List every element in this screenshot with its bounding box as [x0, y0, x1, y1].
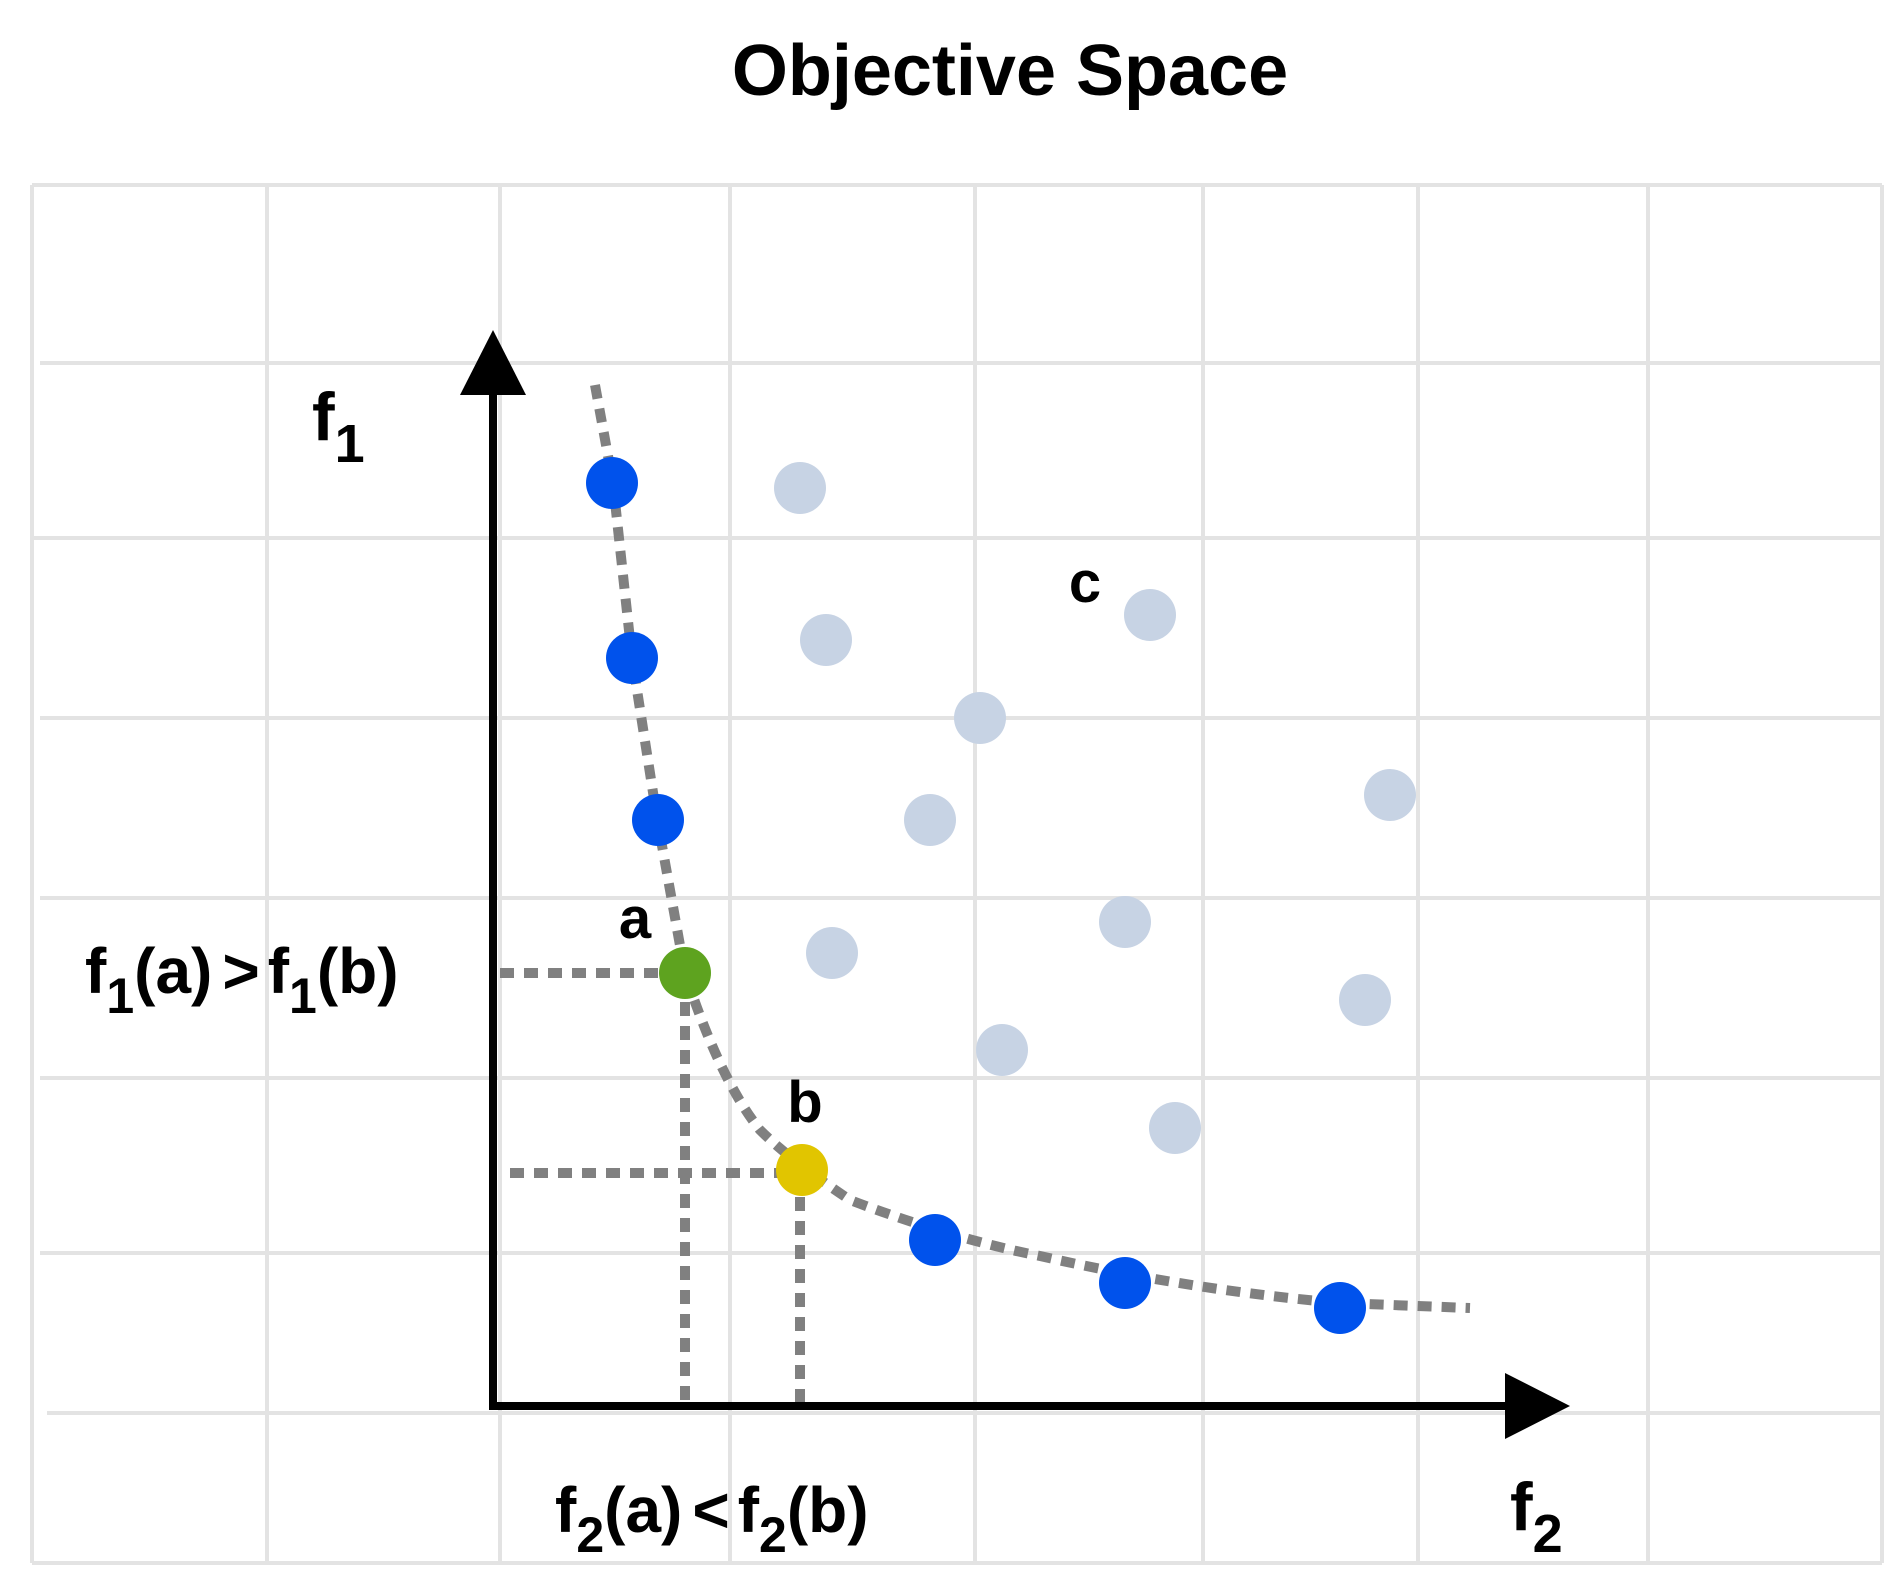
dominated-points [774, 462, 1416, 1154]
pareto-point [606, 632, 658, 684]
dominated-point [1149, 1102, 1201, 1154]
guide-lines [500, 968, 805, 1408]
point-b-label: b [787, 1070, 822, 1135]
vertical-axis-label: f1 [312, 379, 365, 474]
vertical-axis-arrow [460, 330, 526, 395]
dominated-point [774, 462, 826, 514]
f1-relation-label: f1(a) > f1(b) [85, 935, 399, 1024]
dominated-point [1099, 896, 1151, 948]
background-grid [30, 183, 1884, 1565]
axes [460, 330, 1570, 1439]
dominated-point [954, 692, 1006, 744]
pareto-point [1099, 1257, 1151, 1309]
horizontal-axis-label: f2 [1510, 1469, 1563, 1564]
diagram-title: Objective Space [732, 31, 1288, 111]
dominated-point [904, 794, 956, 846]
point-c-label: c [1069, 550, 1101, 615]
point-a-label: a [619, 886, 652, 951]
dominated-point [1364, 769, 1416, 821]
pareto-point [586, 457, 638, 509]
point-b [776, 1144, 828, 1196]
f2-relation-label: f2(a) < f2(b) [555, 1474, 869, 1563]
pareto-point [632, 794, 684, 846]
point-a [659, 947, 711, 999]
pareto-point [1314, 1282, 1366, 1334]
dominated-point [800, 614, 852, 666]
dominated-point [1339, 974, 1391, 1026]
dominated-point [806, 927, 858, 979]
pareto-front-points [586, 457, 1366, 1334]
dominated-point [976, 1024, 1028, 1076]
dominated-point-c [1124, 589, 1176, 641]
pareto-point [909, 1214, 961, 1266]
horizontal-axis-arrow [1505, 1373, 1570, 1439]
